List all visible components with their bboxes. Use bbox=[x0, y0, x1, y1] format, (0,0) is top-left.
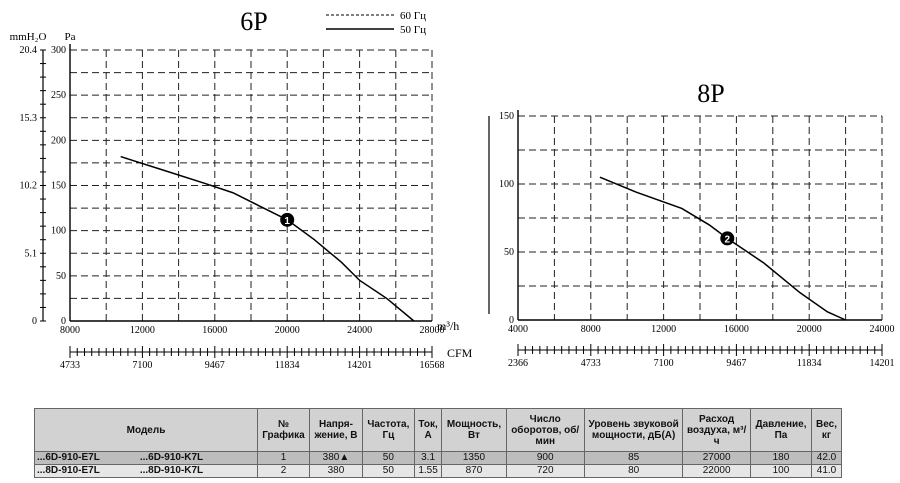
operating-point-marker bbox=[280, 212, 295, 227]
mmh2o-tick-label: 5.1 bbox=[25, 248, 38, 259]
x-tick-label: 28000 bbox=[420, 325, 445, 336]
y-tick-label: 100 bbox=[51, 226, 66, 237]
y-axis-label: Pa bbox=[65, 31, 76, 43]
y-tick-label: 100 bbox=[499, 179, 514, 190]
cell-sound-level: 80 bbox=[583, 464, 684, 478]
y-tick-label: 50 bbox=[504, 247, 514, 258]
header-rpm: Число оборотов, об/мин bbox=[505, 408, 585, 452]
cfm-tick-label: 9467 bbox=[726, 358, 746, 369]
y-secondary-axis-label: mmH₂O bbox=[10, 31, 47, 43]
operating-point-marker bbox=[720, 231, 735, 246]
mmh2o-tick-label: 20.4 bbox=[20, 45, 38, 56]
legend-label-50hz: 50 Гц bbox=[400, 24, 426, 36]
model-e7l: ...6D-910-E7L bbox=[37, 452, 100, 463]
cell-frequency: 50 bbox=[361, 451, 415, 465]
header-frequency: Частота, Гц bbox=[361, 408, 415, 452]
chart-8p: 4000 8000 12000 16000 20000 24000 0 50 100 150 236… bbox=[488, 79, 895, 369]
y-tick-label: 300 bbox=[51, 45, 66, 56]
cell-pressure: 100 bbox=[749, 464, 813, 478]
cell-airflow: 27000 bbox=[682, 451, 751, 465]
cell-power: 870 bbox=[441, 464, 507, 478]
model-e7l: ...8D-910-E7L bbox=[37, 465, 100, 476]
spec-table-header: Модель № Графика Напря-жение, В Частота,… bbox=[34, 408, 842, 452]
cell-pressure: 180 bbox=[749, 451, 813, 465]
legend: 60 Гц 50 Гц bbox=[326, 10, 426, 36]
model-cell: ...6D-910-E7L ...6D-910-K7L bbox=[34, 451, 258, 465]
table-row: ...8D-910-E7L ...8D-910-K7L 2 380 50 1.55… bbox=[34, 464, 842, 478]
cfm-tick-label: 4733 bbox=[581, 358, 601, 369]
cell-voltage: 380▲ bbox=[308, 451, 363, 465]
model-cell: ...8D-910-E7L ...8D-910-K7L bbox=[34, 464, 258, 478]
x-tick-label: 16000 bbox=[724, 324, 749, 335]
y-tick-label: 0 bbox=[61, 316, 66, 327]
y-tick-label: 150 bbox=[499, 111, 514, 122]
cell-sound-level: 85 bbox=[583, 451, 684, 465]
cfm-tick-label: 4733 bbox=[60, 360, 80, 371]
header-sound-level: Уровень звуковой мощности, дБ(А) bbox=[583, 408, 684, 452]
y-tick-label: 200 bbox=[51, 135, 66, 146]
header-current: Ток, А bbox=[413, 408, 443, 452]
header-airflow: Расход воздуха, м³/ч bbox=[682, 408, 751, 452]
cell-graph-no: 2 bbox=[257, 464, 310, 478]
header-power: Мощность, Вт bbox=[441, 408, 507, 452]
cfm-tick-label: 16568 bbox=[420, 360, 445, 371]
y-tick-label: 150 bbox=[51, 181, 66, 192]
cfm-tick-label: 14201 bbox=[870, 358, 895, 369]
cell-power: 1350 bbox=[441, 451, 507, 465]
legend-label-60hz: 60 Гц bbox=[400, 10, 426, 22]
chart-title: 6P bbox=[240, 7, 267, 36]
marker-label: 1 bbox=[284, 216, 290, 227]
x-tick-label: 12000 bbox=[130, 325, 155, 336]
x-tick-label: 20000 bbox=[275, 325, 300, 336]
chart-title: 8P bbox=[697, 79, 724, 108]
x-tick-label: 24000 bbox=[870, 324, 895, 335]
mmh2o-tick-label: 10.2 bbox=[20, 181, 38, 192]
header-graph-no: № Графика bbox=[257, 408, 310, 452]
x-axis-label: m³/h bbox=[437, 319, 459, 333]
cell-current: 1.55 bbox=[413, 464, 443, 478]
cell-frequency: 50 bbox=[361, 464, 415, 478]
cfm-tick-label: 7100 bbox=[654, 358, 674, 369]
cell-current: 3.1 bbox=[413, 451, 443, 465]
mmh2o-tick-label: 0 bbox=[32, 316, 37, 327]
header-pressure: Давление, Па bbox=[749, 408, 813, 452]
cfm-tick-label: 9467 bbox=[205, 360, 225, 371]
cfm-tick-label: 11834 bbox=[275, 360, 300, 371]
y-tick-label: 250 bbox=[51, 90, 66, 101]
y-tick-label: 50 bbox=[56, 271, 66, 282]
x-tick-label: 4000 bbox=[508, 324, 528, 335]
table-row: ...6D-910-E7L ...6D-910-K7L 1 380▲ 50 3.1… bbox=[34, 451, 842, 465]
cfm-tick-label: 11834 bbox=[797, 358, 822, 369]
x-tick-label: 8000 bbox=[60, 325, 80, 336]
cell-weight: 42.0 bbox=[811, 451, 842, 465]
model-k7l: ...8D-910-K7L bbox=[139, 465, 204, 476]
cfm-tick-label: 7100 bbox=[132, 360, 152, 371]
cell-weight: 41.0 bbox=[811, 464, 842, 478]
mmh2o-tick-label: 15.3 bbox=[20, 113, 38, 124]
x-tick-label: 24000 bbox=[347, 325, 372, 336]
header-weight: Вес, кг bbox=[811, 408, 842, 452]
cfm-tick-label: 2366 bbox=[508, 358, 528, 369]
chart-6p: 8000 12000 16000 20000 24000 2800005010015020… bbox=[10, 7, 473, 371]
charts-area: 8000 12000 16000 20000 24000 2800005010015020… bbox=[10, 7, 895, 371]
header-model: Модель bbox=[34, 408, 258, 452]
cfm-tick-label: 14201 bbox=[347, 360, 372, 371]
cell-graph-no: 1 bbox=[257, 451, 310, 465]
marker-label: 2 bbox=[725, 234, 731, 245]
x-tick-label: 8000 bbox=[581, 324, 601, 335]
series-line bbox=[120, 155, 415, 322]
cell-rpm: 720 bbox=[505, 464, 585, 478]
x-tick-label: 16000 bbox=[202, 325, 227, 336]
x-tick-label: 12000 bbox=[651, 324, 676, 335]
cell-rpm: 900 bbox=[505, 451, 585, 465]
cell-airflow: 22000 bbox=[682, 464, 751, 478]
header-voltage: Напря-жение, В bbox=[308, 408, 363, 452]
cell-voltage: 380 bbox=[308, 464, 363, 478]
x-tick-label: 20000 bbox=[797, 324, 822, 335]
model-k7l: ...6D-910-K7L bbox=[139, 452, 204, 463]
y-tick-label: 0 bbox=[509, 315, 514, 326]
cfm-axis-label: CFM bbox=[447, 346, 473, 360]
spec-table: Модель № Графика Напря-жение, В Частота,… bbox=[34, 408, 842, 478]
